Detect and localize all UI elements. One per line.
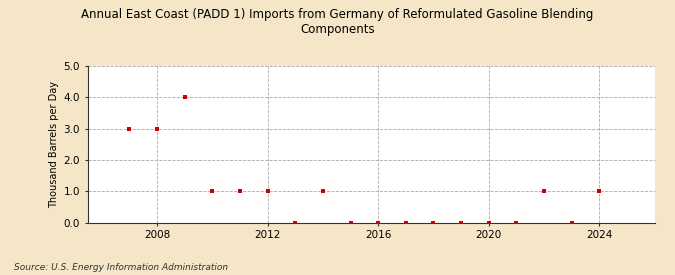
Point [234,189,245,194]
Point [179,95,190,100]
Point [345,221,356,225]
Point [262,189,273,194]
Point [124,126,134,131]
Point [594,189,605,194]
Point [373,221,383,225]
Point [456,221,466,225]
Point [511,221,522,225]
Point [317,189,328,194]
Text: Source: U.S. Energy Information Administration: Source: U.S. Energy Information Administ… [14,263,227,272]
Point [400,221,411,225]
Point [290,221,300,225]
Point [428,221,439,225]
Point [566,221,577,225]
Point [151,126,162,131]
Point [539,189,549,194]
Text: Annual East Coast (PADD 1) Imports from Germany of Reformulated Gasoline Blendin: Annual East Coast (PADD 1) Imports from … [81,8,594,36]
Y-axis label: Thousand Barrels per Day: Thousand Barrels per Day [49,81,59,208]
Point [207,189,217,194]
Point [483,221,494,225]
